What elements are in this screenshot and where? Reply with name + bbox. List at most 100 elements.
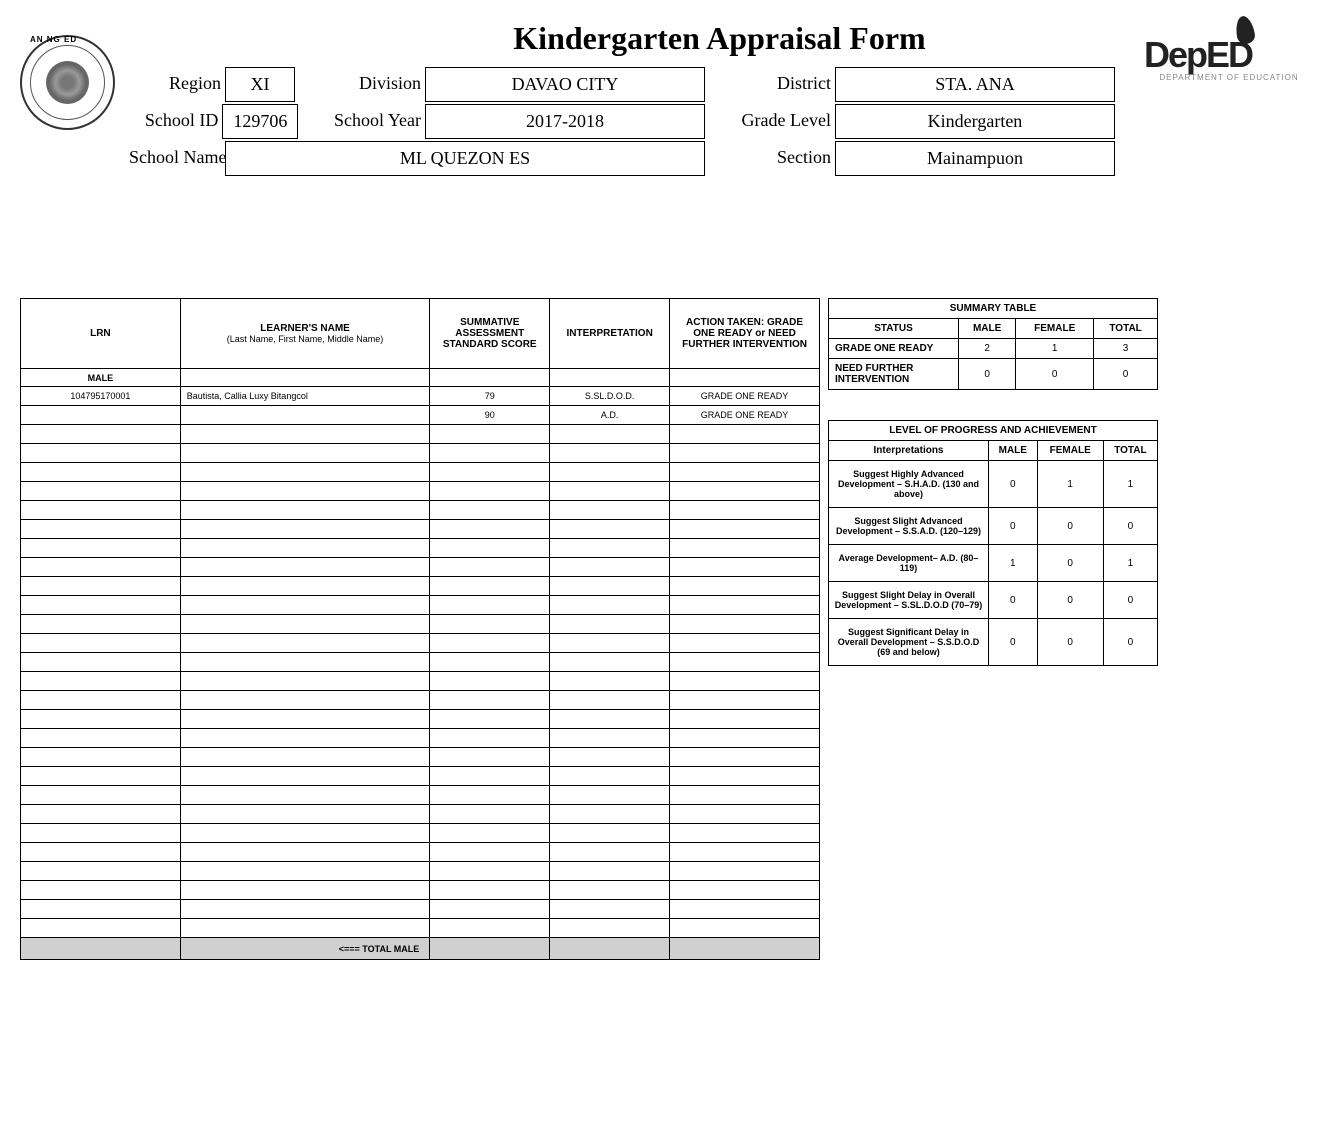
progress-female: 0 (1037, 582, 1103, 619)
deped-logo: DepED DEPARTMENT OF EDUCATION (1144, 40, 1314, 82)
table-row (21, 615, 820, 634)
cell-name: Bautista, Callia Luxy Bitangcol (180, 387, 430, 406)
col-score: SUMMATIVE ASSESSMENT STANDARD SCORE (430, 299, 550, 369)
table-row (21, 805, 820, 824)
table-row (21, 900, 820, 919)
table-row (21, 672, 820, 691)
header: AN NG ED Kindergarten Appraisal Form Reg… (20, 20, 1314, 178)
table-row (21, 653, 820, 672)
progress-total: 1 (1103, 545, 1157, 582)
summary-row: GRADE ONE READY213 (829, 339, 1158, 359)
total-male-label: <=== TOTAL MALE (180, 938, 430, 960)
col-action: ACTION TAKEN: GRADE ONE READY or NEED FU… (670, 299, 820, 369)
progress-total: 0 (1103, 582, 1157, 619)
label-section: Section (735, 141, 835, 176)
col-lrn: LRN (21, 299, 181, 369)
value-school-name: ML QUEZON ES (225, 141, 705, 176)
progress-row: Average Development– A.D. (80–119)101 (829, 545, 1158, 582)
table-row (21, 444, 820, 463)
table-row: 104795170001Bautista, Callia Luxy Bitang… (21, 387, 820, 406)
cell-score: 79 (430, 387, 550, 406)
label-district: District (735, 67, 835, 102)
cell-interp: S.SL.D.O.D. (550, 387, 670, 406)
progress-female: 0 (1037, 545, 1103, 582)
progress-female: 1 (1037, 461, 1103, 508)
table-row (21, 786, 820, 805)
table-row (21, 691, 820, 710)
info-row-1: Region XI Division DAVAO CITY District S… (125, 67, 1134, 102)
label-school-id: School ID (125, 104, 222, 139)
progress-interp: Suggest Slight Delay in Overall Developm… (829, 582, 989, 619)
cell-name (180, 406, 430, 425)
table-row (21, 729, 820, 748)
cell-action: GRADE ONE READY (670, 406, 820, 425)
progress-header-row: Interpretations MALE FEMALE TOTAL (829, 441, 1158, 461)
label-division: Division (295, 67, 425, 102)
table-row (21, 824, 820, 843)
progress-male: 1 (989, 545, 1038, 582)
table-row (21, 558, 820, 577)
cell-lrn: 104795170001 (21, 387, 181, 406)
table-row (21, 501, 820, 520)
table-row (21, 710, 820, 729)
form-title: Kindergarten Appraisal Form (305, 20, 1134, 57)
value-school-year: 2017-2018 (425, 104, 705, 139)
table-row (21, 539, 820, 558)
progress-male: 0 (989, 461, 1038, 508)
table-row (21, 843, 820, 862)
table-row (21, 596, 820, 615)
table-row (21, 577, 820, 596)
male-section-header: MALE (21, 369, 820, 387)
header-info: Kindergarten Appraisal Form Region XI Di… (125, 20, 1134, 178)
summary-total: 3 (1094, 339, 1158, 359)
progress-female: 0 (1037, 508, 1103, 545)
table-row (21, 919, 820, 938)
table-row (21, 862, 820, 881)
col-interp: INTERPRETATION (550, 299, 670, 369)
info-row-2: School ID 129706 School Year 2017-2018 G… (125, 104, 1134, 139)
progress-row: Suggest Slight Advanced Development – S.… (829, 508, 1158, 545)
progress-male: 0 (989, 508, 1038, 545)
summary-male: 2 (959, 339, 1016, 359)
cell-score: 90 (430, 406, 550, 425)
value-region: XI (225, 67, 295, 102)
summary-title: SUMMARY TABLE (829, 299, 1158, 319)
col-name: LEARNER'S NAME (Last Name, First Name, M… (180, 299, 430, 369)
progress-total: 0 (1103, 508, 1157, 545)
progress-row: Suggest Highly Advanced Development – S.… (829, 461, 1158, 508)
table-row (21, 767, 820, 786)
label-school-name: School Name (125, 141, 225, 176)
progress-male: 0 (989, 582, 1038, 619)
summary-male: 0 (959, 359, 1016, 390)
progress-table: LEVEL OF PROGRESS AND ACHIEVEMENT Interp… (828, 420, 1158, 666)
value-district: STA. ANA (835, 67, 1115, 102)
summary-status: NEED FURTHER INTERVENTION (829, 359, 959, 390)
dept-seal-icon: AN NG ED (20, 35, 115, 130)
learner-header-row: LRN LEARNER'S NAME (Last Name, First Nam… (21, 299, 820, 369)
progress-interp: Suggest Slight Advanced Development – S.… (829, 508, 989, 545)
cell-lrn (21, 406, 181, 425)
progress-row: Suggest Slight Delay in Overall Developm… (829, 582, 1158, 619)
table-row (21, 425, 820, 444)
value-section: Mainampuon (835, 141, 1115, 176)
progress-interp: Suggest Significant Delay in Overall Dev… (829, 619, 989, 666)
progress-male: 0 (989, 619, 1038, 666)
table-row (21, 881, 820, 900)
cell-interp: A.D. (550, 406, 670, 425)
summary-table: SUMMARY TABLE STATUS MALE FEMALE TOTAL G… (828, 298, 1158, 390)
summary-status: GRADE ONE READY (829, 339, 959, 359)
table-row (21, 482, 820, 501)
summary-total: 0 (1094, 359, 1158, 390)
progress-female: 0 (1037, 619, 1103, 666)
table-row (21, 520, 820, 539)
value-grade-level: Kindergarten (835, 104, 1115, 139)
main-content: LRN LEARNER'S NAME (Last Name, First Nam… (20, 298, 1314, 960)
progress-total: 0 (1103, 619, 1157, 666)
progress-interp: Average Development– A.D. (80–119) (829, 545, 989, 582)
summary-female: 1 (1016, 339, 1094, 359)
value-division: DAVAO CITY (425, 67, 705, 102)
cell-action: GRADE ONE READY (670, 387, 820, 406)
progress-row: Suggest Significant Delay in Overall Dev… (829, 619, 1158, 666)
table-row (21, 748, 820, 767)
value-school-id: 129706 (222, 104, 298, 139)
